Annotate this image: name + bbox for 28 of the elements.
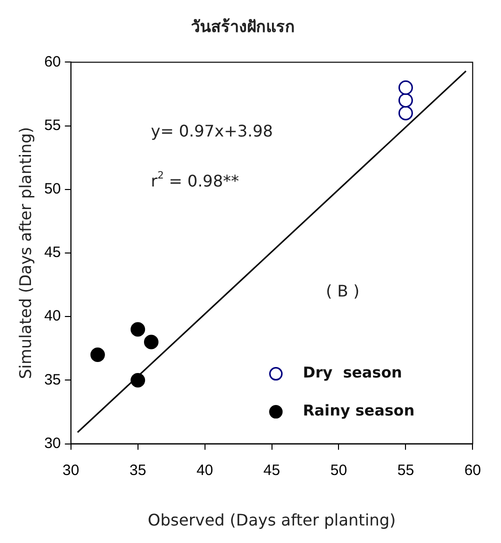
x-axis-title: Observed (Days after planting): [148, 510, 396, 530]
point: [398, 93, 413, 108]
point: [144, 334, 158, 350]
y-tick-label: 40: [44, 308, 61, 325]
legend-label: Rainy season: [302, 402, 415, 420]
y-tick-label: 45: [44, 244, 61, 262]
annotation: ( B ): [326, 281, 360, 300]
x-tick-label: 55: [397, 462, 414, 479]
y-tick-label: 55: [44, 116, 61, 134]
point: [130, 322, 146, 337]
y-tick-label: 50: [44, 180, 61, 198]
x-tick-label: 50: [330, 462, 348, 479]
point: [130, 372, 146, 388]
x-tick-label: 60: [464, 462, 481, 479]
x-tick-label: 45: [263, 462, 280, 479]
y-tick-label: 30: [44, 434, 61, 452]
x-tick-label: 30: [62, 462, 80, 479]
x-tick-label: 40: [196, 462, 214, 479]
x-tick-label: 35: [130, 462, 146, 479]
y-axis-title: Simulated (Days after planting): [16, 127, 35, 379]
point: [398, 80, 413, 95]
point: [90, 348, 105, 362]
y-tick-label: 60: [44, 53, 61, 70]
annotation: y= 0.97x+3.98: [150, 121, 273, 140]
y-tick-label: 35: [44, 371, 61, 388]
point: [398, 106, 413, 120]
legend-label: Dry season: [302, 364, 402, 382]
chart-title: วันสร้างฝักแรก: [191, 16, 295, 36]
